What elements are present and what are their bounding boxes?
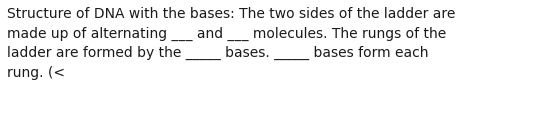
Text: Structure of DNA with the bases: The two sides of the ladder are
made up of alte: Structure of DNA with the bases: The two… bbox=[7, 7, 455, 80]
